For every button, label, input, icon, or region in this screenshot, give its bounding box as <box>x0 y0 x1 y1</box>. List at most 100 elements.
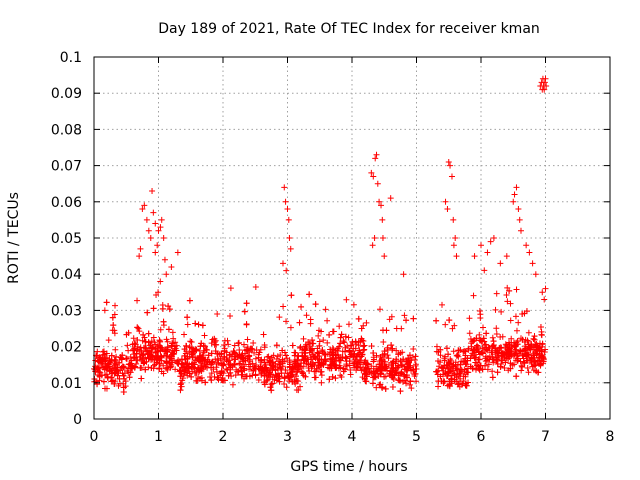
data-point <box>441 357 448 364</box>
data-point <box>450 367 457 374</box>
data-point <box>335 365 342 372</box>
data-point <box>142 366 149 373</box>
data-point <box>412 353 419 360</box>
data-point <box>103 371 110 378</box>
data-point <box>369 380 376 387</box>
data-point <box>198 374 205 381</box>
data-point <box>157 338 164 345</box>
data-point <box>458 367 465 374</box>
data-point <box>381 358 388 365</box>
data-point <box>329 373 336 380</box>
data-point <box>343 296 350 303</box>
data-point <box>279 260 286 267</box>
data-point <box>525 351 532 358</box>
data-point <box>137 364 144 371</box>
data-point <box>141 334 148 341</box>
data-point <box>129 341 136 348</box>
data-point <box>404 367 411 374</box>
data-point <box>236 351 243 358</box>
data-point <box>279 358 286 365</box>
data-point <box>349 338 356 345</box>
data-point <box>302 349 309 356</box>
axis-ticks <box>93 56 611 420</box>
data-point <box>522 345 529 352</box>
x-tick-label: 5 <box>412 429 421 445</box>
data-point <box>355 315 362 322</box>
data-point <box>345 334 352 341</box>
data-point <box>339 354 346 361</box>
x-tick-label: 8 <box>606 429 615 445</box>
data-point <box>481 267 488 274</box>
data-point <box>390 365 397 372</box>
data-point <box>114 367 121 374</box>
data-point <box>403 380 410 387</box>
x-axis-title: GPS time / hours <box>290 459 407 475</box>
data-point <box>403 317 410 324</box>
data-point <box>223 365 230 372</box>
data-point <box>264 353 271 360</box>
data-point <box>178 356 185 363</box>
data-point <box>406 381 413 388</box>
data-point <box>366 369 373 376</box>
data-point <box>354 361 361 368</box>
data-point <box>451 322 458 329</box>
data-point <box>298 303 305 310</box>
data-point <box>285 216 292 223</box>
data-point <box>498 308 505 315</box>
data-point <box>386 316 393 323</box>
data-point <box>283 318 290 325</box>
data-point <box>111 356 118 363</box>
data-point <box>370 350 377 357</box>
data-point <box>518 362 525 369</box>
data-point <box>531 333 538 340</box>
data-point <box>494 369 501 376</box>
data-point <box>508 335 515 342</box>
data-point <box>101 307 108 314</box>
data-point <box>355 342 362 349</box>
data-point <box>180 365 187 372</box>
data-point <box>496 345 503 352</box>
data-point <box>276 314 283 321</box>
data-point <box>193 346 200 353</box>
data-point <box>400 271 407 278</box>
data-point <box>489 343 496 350</box>
data-point <box>294 367 301 374</box>
chart-title: Day 189 of 2021, Rate Of TEC Index for r… <box>158 21 540 37</box>
data-point <box>137 245 144 252</box>
data-point <box>184 360 191 367</box>
data-point <box>302 373 309 380</box>
data-point <box>501 365 508 372</box>
data-point <box>497 363 504 370</box>
data-point <box>238 371 245 378</box>
data-point <box>456 370 463 377</box>
data-point <box>494 361 501 368</box>
data-point <box>337 340 344 347</box>
data-point <box>347 366 354 373</box>
data-point <box>112 302 119 309</box>
data-point <box>134 346 141 353</box>
y-axis-title: ROTI / TECUs <box>6 192 22 284</box>
y-tick-labels: 0 0.01 0.02 0.03 0.04 0.05 0.06 0.07 0.08 0.09 0.1 <box>51 50 82 428</box>
data-point <box>332 351 339 358</box>
data-point <box>523 242 530 249</box>
data-point <box>446 378 453 385</box>
data-point <box>217 355 224 362</box>
data-point <box>236 360 243 367</box>
data-point <box>345 321 352 328</box>
data-point <box>149 187 156 194</box>
data-point <box>163 348 170 355</box>
data-point <box>381 253 388 260</box>
data-point <box>471 337 478 344</box>
data-point <box>311 353 318 360</box>
data-point <box>470 346 477 353</box>
data-point <box>181 346 188 353</box>
data-point <box>161 256 168 263</box>
data-point <box>109 314 116 321</box>
data-point <box>445 358 452 365</box>
data-point <box>378 363 385 370</box>
data-point <box>152 341 159 348</box>
data-point <box>224 337 231 344</box>
data-point <box>530 362 537 369</box>
data-point <box>541 296 548 303</box>
